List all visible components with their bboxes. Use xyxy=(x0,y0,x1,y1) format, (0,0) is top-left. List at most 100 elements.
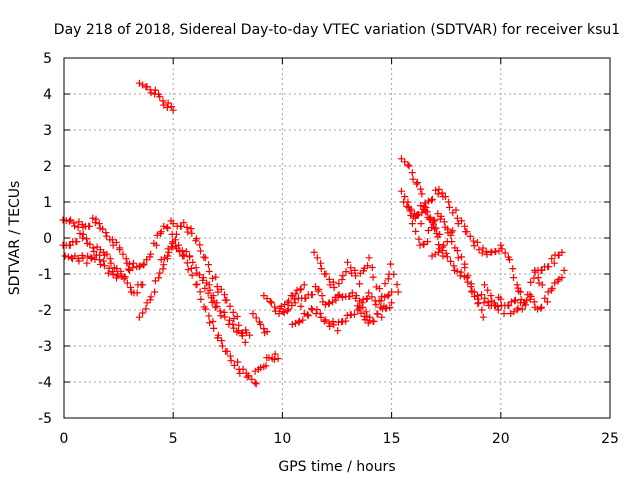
data-point xyxy=(217,312,225,320)
data-point xyxy=(352,272,360,280)
data-point xyxy=(424,238,432,246)
data-point xyxy=(469,237,477,245)
data-point xyxy=(165,248,173,256)
data-point xyxy=(68,254,76,262)
data-point xyxy=(463,228,471,236)
data-point xyxy=(205,267,213,275)
data-point xyxy=(356,280,364,288)
data-point xyxy=(325,275,333,283)
data-point xyxy=(413,180,421,188)
data-point xyxy=(501,249,509,257)
data-point xyxy=(307,305,315,313)
data-point xyxy=(429,219,437,227)
y-tick-label: 5 xyxy=(43,51,52,67)
data-point xyxy=(510,274,518,282)
data-point xyxy=(452,206,460,214)
data-point xyxy=(339,272,347,280)
data-point xyxy=(202,305,210,313)
y-tick-label: -3 xyxy=(38,339,52,355)
data-point xyxy=(195,271,203,279)
data-point xyxy=(467,280,475,288)
data-point xyxy=(67,216,75,224)
data-point xyxy=(548,284,556,292)
data-point xyxy=(139,81,147,89)
data-point xyxy=(230,324,238,332)
data-point xyxy=(100,262,108,270)
data-point xyxy=(447,257,455,265)
data-point xyxy=(475,299,483,307)
data-point xyxy=(241,338,249,346)
data-point xyxy=(96,260,104,268)
data-point xyxy=(510,308,518,316)
series-arc-c xyxy=(61,251,134,282)
data-point xyxy=(461,264,469,272)
data-point xyxy=(461,222,469,230)
data-point xyxy=(397,187,405,195)
data-point xyxy=(113,265,121,273)
data-point xyxy=(325,299,333,307)
data-point xyxy=(265,354,273,362)
data-point xyxy=(251,367,259,375)
data-point xyxy=(208,298,216,306)
data-point xyxy=(406,207,414,215)
data-point xyxy=(443,238,451,246)
y-tick-label: 3 xyxy=(43,123,52,139)
data-point xyxy=(315,285,323,293)
data-point xyxy=(376,285,384,293)
data-point xyxy=(322,270,330,278)
data-point xyxy=(388,288,396,296)
data-point xyxy=(377,297,385,305)
data-point xyxy=(159,97,167,105)
data-point xyxy=(404,161,412,169)
data-point xyxy=(442,249,450,257)
data-point xyxy=(378,313,386,321)
data-point xyxy=(440,218,448,226)
data-point xyxy=(363,295,371,303)
y-tick-label: -1 xyxy=(38,267,52,283)
axis-ticks xyxy=(63,57,611,419)
data-point xyxy=(354,306,362,314)
data-point xyxy=(196,241,204,249)
data-point xyxy=(288,320,296,328)
data-point xyxy=(413,212,421,219)
series-arc-t xyxy=(428,227,457,260)
data-point xyxy=(233,312,241,320)
data-point xyxy=(169,220,177,228)
data-point xyxy=(213,283,221,291)
data-point xyxy=(257,320,265,328)
series-arc-k xyxy=(260,281,308,318)
data-point xyxy=(92,251,100,259)
data-point xyxy=(220,291,228,299)
y-tick-labels: -5 -4 -3 -2 -1 0 1 2 3 4 5 xyxy=(38,51,52,427)
data-point xyxy=(121,273,129,281)
data-point xyxy=(320,317,328,325)
data-point xyxy=(156,269,164,277)
data-point xyxy=(126,266,134,274)
data-point xyxy=(478,306,486,314)
data-point xyxy=(417,220,425,228)
data-point xyxy=(555,275,563,283)
data-point xyxy=(431,250,439,258)
data-point xyxy=(413,211,421,219)
data-point xyxy=(79,230,87,238)
data-point xyxy=(88,254,96,262)
data-point xyxy=(365,289,373,297)
data-point xyxy=(453,247,461,255)
data-point xyxy=(274,355,282,363)
data-point xyxy=(544,263,552,271)
data-point xyxy=(220,308,228,316)
y-axis-label: SDTVAR / TECUs xyxy=(7,181,23,296)
data-point xyxy=(370,318,378,326)
data-point xyxy=(543,298,551,306)
x-tick-label: 25 xyxy=(601,431,619,447)
data-point xyxy=(84,252,92,260)
data-point xyxy=(454,254,462,262)
data-point xyxy=(209,318,217,326)
data-point xyxy=(127,284,135,291)
data-point xyxy=(534,274,542,282)
data-point xyxy=(168,243,176,251)
series-arc-i xyxy=(251,350,282,375)
data-point xyxy=(140,260,148,268)
data-point xyxy=(160,222,168,230)
